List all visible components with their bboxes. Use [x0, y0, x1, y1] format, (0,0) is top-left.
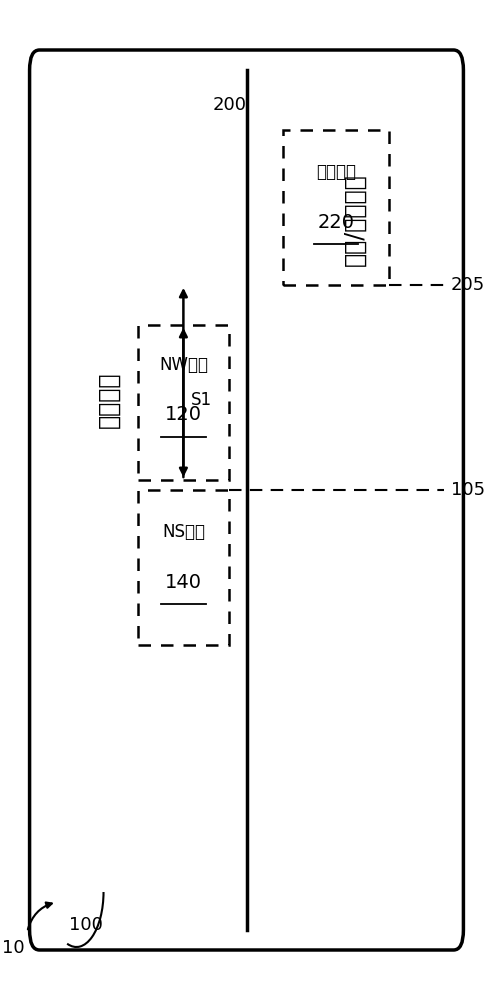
Text: 105: 105 — [451, 481, 485, 499]
Text: 205: 205 — [451, 276, 485, 294]
Text: NW装置: NW装置 — [159, 356, 208, 374]
Text: 10: 10 — [2, 939, 25, 957]
Text: 220: 220 — [317, 213, 355, 232]
Text: NS装置: NS装置 — [162, 523, 205, 541]
Text: 120: 120 — [165, 406, 202, 424]
Bar — [283, 130, 389, 285]
Text: S1: S1 — [191, 391, 212, 409]
Text: 140: 140 — [165, 572, 202, 591]
Bar — [138, 490, 229, 645]
Bar — [138, 325, 229, 480]
Text: 输入/输出区域: 输入/输出区域 — [343, 174, 367, 266]
Text: 平面装置: 平面装置 — [316, 163, 356, 181]
Text: 核心区域: 核心区域 — [97, 372, 120, 428]
Text: 100: 100 — [70, 916, 103, 934]
Text: 200: 200 — [212, 96, 246, 114]
